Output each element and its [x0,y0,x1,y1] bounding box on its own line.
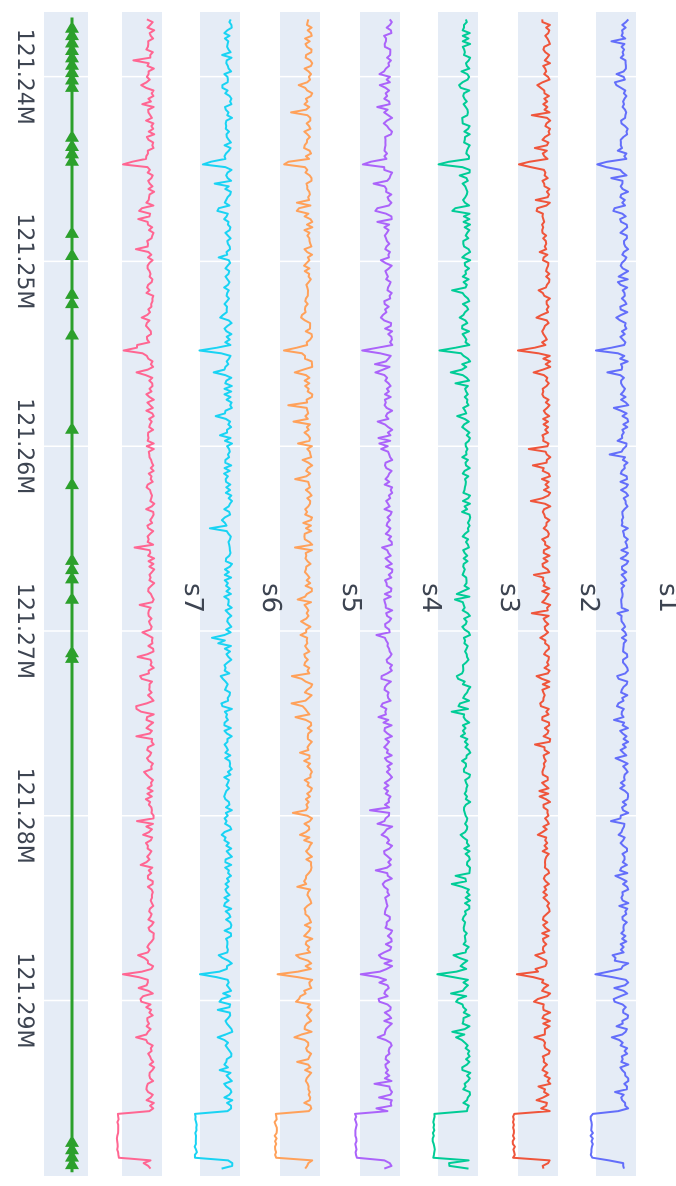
exon-marker-19 [65,477,79,490]
tick-label-5: 121.29M [12,953,37,1049]
trace-s3 [431,19,472,1170]
exon-marker-15 [65,286,79,299]
exon-marker-26 [65,1134,79,1147]
signal-traces [115,18,630,1170]
exon-marker-8 [65,79,79,92]
exon-marker-9 [65,129,79,142]
gene-panel-band [44,12,88,1176]
exon-marker-22 [65,571,79,584]
panel-label-s3: s3 [494,583,524,613]
panel-band-s6 [200,12,240,1176]
exon-marker-13 [65,225,79,238]
tick-label-0: 121.24M [12,29,37,125]
exon-marker-6 [65,65,79,78]
exon-marker-11 [65,146,79,159]
exon-marker-23 [65,591,79,604]
exon-marker-1 [65,28,79,41]
trace-s1 [589,18,630,1169]
exon-marker-3 [65,42,79,55]
tick-label-4: 121.28M [12,768,37,864]
exon-marker-10 [65,139,79,152]
exon-marker-27 [65,1142,79,1155]
exon-marker-18 [65,421,79,434]
exon-marker-5 [65,57,79,70]
x-gridlines [40,75,640,1002]
exon-marker-16 [65,296,79,309]
tick-label-2: 121.26M [12,398,37,494]
panel-labels: s1 s2 s3 s4 s5 s6 s7 [178,583,676,613]
exon-marker-17 [65,327,79,340]
exon-marker-0 [65,20,79,33]
exon-marker-14 [65,248,79,261]
exon-marker-20 [65,552,79,565]
exon-marker-21 [65,562,79,575]
tick-label-3: 121.27M [12,583,37,679]
exon-marker-7 [65,72,79,85]
panel-label-s7: s7 [178,583,208,613]
trace-s7 [115,18,156,1170]
panel-band-s5 [280,12,320,1176]
trace-s5 [273,19,314,1170]
panel-band-s1 [596,12,636,1176]
panel-backgrounds [44,12,636,1176]
panel-band-s7 [122,12,162,1176]
trace-s4 [354,18,394,1170]
x-axis-tick-labels: 121.24M 121.25M 121.26M 121.27M 121.28M 121.2… [12,29,37,1049]
gene-track [65,17,79,1173]
exon-marker-2 [65,35,79,48]
panel-label-s4: s4 [416,583,446,613]
trace-s6 [193,18,234,1170]
panel-label-s6: s6 [256,583,286,613]
exon-marker-25 [65,650,79,663]
panel-label-s2: s2 [574,583,604,613]
tick-label-1: 121.25M [12,213,37,309]
panel-label-s1: s1 [653,583,676,613]
exon-marker-12 [65,153,79,166]
panel-band-s2 [518,12,558,1176]
exon-marker-4 [65,50,79,63]
trace-s2 [511,19,552,1169]
panel-label-s5: s5 [336,583,366,613]
exon-marker-29 [65,1157,79,1170]
exon-marker-28 [65,1149,79,1162]
